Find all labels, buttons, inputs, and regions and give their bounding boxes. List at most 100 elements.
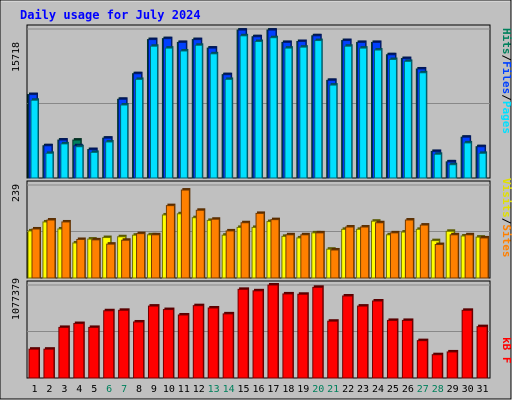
bar-pages-1	[30, 99, 39, 179]
bar-kbytes-5	[88, 326, 100, 379]
bar-kbytes-28	[431, 354, 443, 379]
bar-kbytes-2	[43, 348, 55, 379]
bar-sites-23	[360, 226, 370, 279]
day-label-29: 29	[447, 384, 459, 395]
day-label-26: 26	[402, 384, 414, 395]
bar-kbytes-14	[222, 313, 234, 379]
bar-kbytes-17	[267, 284, 279, 379]
day-label-1: 1	[31, 384, 37, 395]
bar-kbytes-8	[133, 321, 145, 379]
bar-pages-17	[269, 37, 278, 179]
bar-kbytes-18	[282, 293, 294, 379]
day-label-24: 24	[372, 384, 384, 395]
bar-sites-15	[240, 222, 250, 279]
bar-kbytes-6	[103, 310, 115, 379]
bar-pages-13	[209, 53, 218, 179]
legend-visits: Visits	[500, 178, 512, 218]
bar-sites-18	[285, 234, 295, 279]
bar-kbytes-20	[312, 286, 324, 379]
bar-kbytes-7	[118, 309, 130, 379]
bar-pages-14	[224, 78, 233, 179]
day-label-16: 16	[252, 384, 264, 395]
legend-sep-1: /	[500, 55, 512, 62]
bar-sites-3	[61, 221, 71, 279]
panel-visits-sites	[26, 180, 491, 279]
bar-pages-15	[239, 35, 248, 179]
day-label-30: 30	[462, 384, 474, 395]
bar-sites-9	[150, 234, 160, 279]
bar-pages-9	[149, 45, 158, 179]
bar-kbytes-12	[192, 305, 204, 379]
day-label-18: 18	[282, 384, 294, 395]
bar-sites-29	[449, 234, 459, 279]
day-label-31: 31	[477, 384, 489, 395]
day-label-25: 25	[387, 384, 399, 395]
bar-kbytes-15	[237, 288, 249, 379]
day-label-4: 4	[76, 384, 82, 395]
bar-kbytes-31	[476, 326, 488, 379]
day-label-8: 8	[136, 384, 142, 395]
bar-sites-28	[434, 244, 444, 279]
legend-files: Files	[500, 61, 512, 94]
bar-pages-28	[433, 153, 442, 179]
day-label-14: 14	[223, 384, 235, 395]
bar-kbytes-16	[252, 290, 264, 379]
bar-kbytes-10	[162, 309, 174, 379]
day-label-3: 3	[61, 384, 67, 395]
chart-title: Daily usage for July 2024	[20, 8, 201, 22]
bar-pages-2	[45, 152, 54, 179]
day-label-28: 28	[432, 384, 444, 395]
bar-pages-22	[344, 45, 353, 179]
bar-pages-11	[179, 50, 188, 179]
bar-sites-13	[210, 218, 220, 279]
day-label-6: 6	[106, 384, 112, 395]
bar-sites-1	[31, 228, 41, 279]
bar-pages-5	[90, 151, 99, 179]
bar-pages-19	[299, 46, 308, 179]
day-label-21: 21	[327, 384, 339, 395]
bar-pages-20	[314, 40, 323, 179]
bar-sites-5	[91, 239, 101, 279]
bar-pages-3	[60, 143, 69, 179]
panel-kbytes	[26, 280, 491, 379]
bar-pages-10	[164, 47, 173, 179]
legend-sites: Sites	[500, 224, 512, 257]
bar-sites-14	[225, 230, 235, 279]
bar-kbytes-26	[401, 319, 413, 379]
bar-pages-26	[403, 60, 412, 179]
bar-pages-4	[75, 146, 84, 179]
legend-pages: Pages	[500, 101, 512, 134]
bar-sites-17	[270, 219, 280, 279]
top-max-label: 15718	[11, 42, 22, 72]
legend-bot: kB F	[500, 337, 512, 364]
day-label-9: 9	[151, 384, 157, 395]
day-label-13: 13	[208, 384, 220, 395]
bar-sites-25	[389, 232, 399, 279]
bar-kbytes-24	[372, 300, 384, 379]
bar-sites-8	[136, 233, 146, 279]
bar-kbytes-25	[386, 319, 398, 379]
legend-hits: Hits	[500, 28, 512, 55]
day-label-2: 2	[46, 384, 52, 395]
bar-kbytes-3	[58, 326, 70, 379]
bar-kbytes-1	[28, 348, 40, 379]
day-label-15: 15	[238, 384, 250, 395]
bar-sites-24	[375, 222, 385, 279]
day-label-17: 17	[267, 384, 279, 395]
bar-pages-24	[374, 49, 383, 179]
bar-sites-22	[345, 226, 355, 279]
day-label-5: 5	[91, 384, 97, 395]
bar-sites-30	[464, 234, 474, 279]
panel-hits-files-pages	[26, 24, 491, 179]
day-label-23: 23	[357, 384, 369, 395]
bar-pages-8	[135, 78, 144, 179]
bar-pages-25	[388, 59, 397, 179]
bot-max-label: 1077379	[11, 278, 22, 320]
bar-pages-21	[329, 84, 338, 179]
day-label-12: 12	[193, 384, 205, 395]
bar-pages-18	[284, 47, 293, 179]
bar-pages-29	[448, 164, 457, 179]
mid-max-label: 239	[11, 184, 22, 202]
bar-sites-20	[315, 232, 325, 279]
bar-pages-23	[359, 47, 368, 179]
